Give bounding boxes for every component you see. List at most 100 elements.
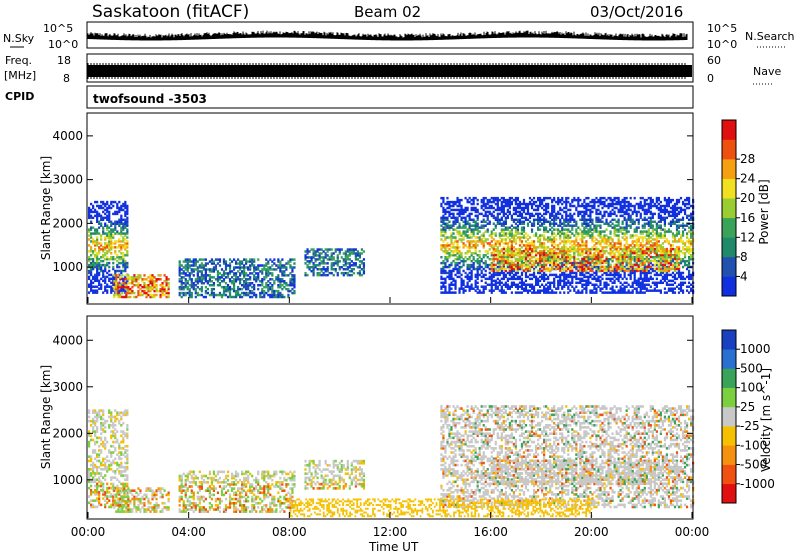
power-cell [583, 222, 586, 225]
power-cell [482, 224, 485, 227]
power-cell [186, 258, 189, 261]
power-cell [621, 222, 624, 225]
power-cell [265, 270, 268, 273]
power-cell [243, 276, 246, 279]
power-cell [526, 210, 530, 214]
power-cell [110, 220, 113, 223]
power-cell [239, 293, 242, 297]
power-cell [275, 295, 278, 299]
power-cell [462, 208, 465, 212]
power-cell [222, 258, 226, 261]
power-cell [100, 277, 103, 281]
power-cell [192, 287, 195, 291]
power-cell [88, 208, 91, 212]
power-cell [230, 260, 234, 263]
power-cell [504, 232, 507, 235]
power-cell [488, 263, 491, 267]
power-cell [348, 266, 351, 269]
power-cell [304, 271, 307, 275]
power-cell [90, 267, 93, 271]
power-cell [625, 281, 628, 285]
power-cell [346, 271, 349, 275]
power-cell [122, 269, 125, 273]
power-cell [326, 268, 329, 271]
power-cell [585, 246, 588, 249]
power-cell [308, 262, 311, 265]
power-cell [551, 244, 554, 247]
power-cell [88, 244, 91, 247]
power-cell [551, 214, 554, 218]
power-cell [575, 277, 578, 281]
power-cell [617, 200, 620, 204]
power-cell [547, 246, 550, 249]
power-cell [289, 266, 292, 269]
power-cell [516, 220, 520, 223]
power-cell [161, 291, 164, 295]
power-cell [90, 250, 93, 253]
power-cell [120, 261, 123, 265]
power-cell [122, 283, 125, 286]
power-cell [249, 260, 252, 263]
power-cell [567, 228, 570, 231]
power-cell [118, 208, 121, 212]
power-cell [257, 283, 260, 287]
power-cell [450, 242, 453, 245]
power-cell [476, 281, 479, 285]
power-cell [190, 295, 193, 299]
power-cell [502, 246, 505, 249]
power-cell [196, 270, 199, 273]
power-cell [127, 282, 130, 285]
power-cell [96, 259, 99, 263]
power-cell [275, 289, 278, 293]
power-cell [532, 200, 536, 204]
power-cell [125, 285, 128, 289]
power-cell [464, 289, 467, 292]
power-cell [498, 234, 501, 237]
power-cell [293, 262, 296, 265]
power-cell [137, 276, 140, 279]
power-cell [279, 285, 282, 289]
power-cell [90, 240, 93, 243]
power-cell [496, 287, 499, 290]
power-cell [202, 258, 205, 261]
power-cell [222, 289, 226, 293]
power-cell [118, 218, 121, 222]
power-cell [120, 206, 123, 210]
power-cell [506, 214, 509, 218]
power-cell [589, 263, 592, 267]
power-cell [538, 291, 542, 294]
power-cell [204, 262, 207, 265]
power-cell [108, 242, 111, 245]
power-cell [196, 260, 199, 263]
power-cell [470, 240, 473, 243]
power-cell [114, 269, 117, 273]
power-cell [198, 287, 201, 291]
power-cell [563, 238, 566, 241]
power-cell [551, 198, 554, 202]
power-cell [480, 265, 483, 269]
cpid-strip-frame [86, 85, 694, 109]
power-cell [165, 283, 168, 287]
power-cell [623, 244, 626, 247]
power-cell [502, 210, 505, 214]
power-cell [593, 265, 596, 269]
power-cell [577, 257, 580, 261]
power-cell [494, 226, 497, 229]
power-cell [131, 278, 134, 281]
power-cell [106, 255, 109, 259]
power-cell [460, 254, 463, 257]
power-cell [583, 206, 586, 210]
power-cell [575, 236, 578, 239]
power-cell [126, 212, 129, 216]
power-cell [561, 222, 564, 225]
power-cell [538, 285, 542, 288]
power-cell [265, 274, 268, 277]
power-cell [514, 206, 518, 210]
power-cell [484, 265, 487, 269]
power-cell [110, 257, 113, 261]
power-cell [350, 273, 353, 277]
power-cell [557, 216, 560, 220]
power-cell [232, 283, 236, 287]
power-cell [536, 246, 540, 249]
power-cell [466, 275, 469, 279]
